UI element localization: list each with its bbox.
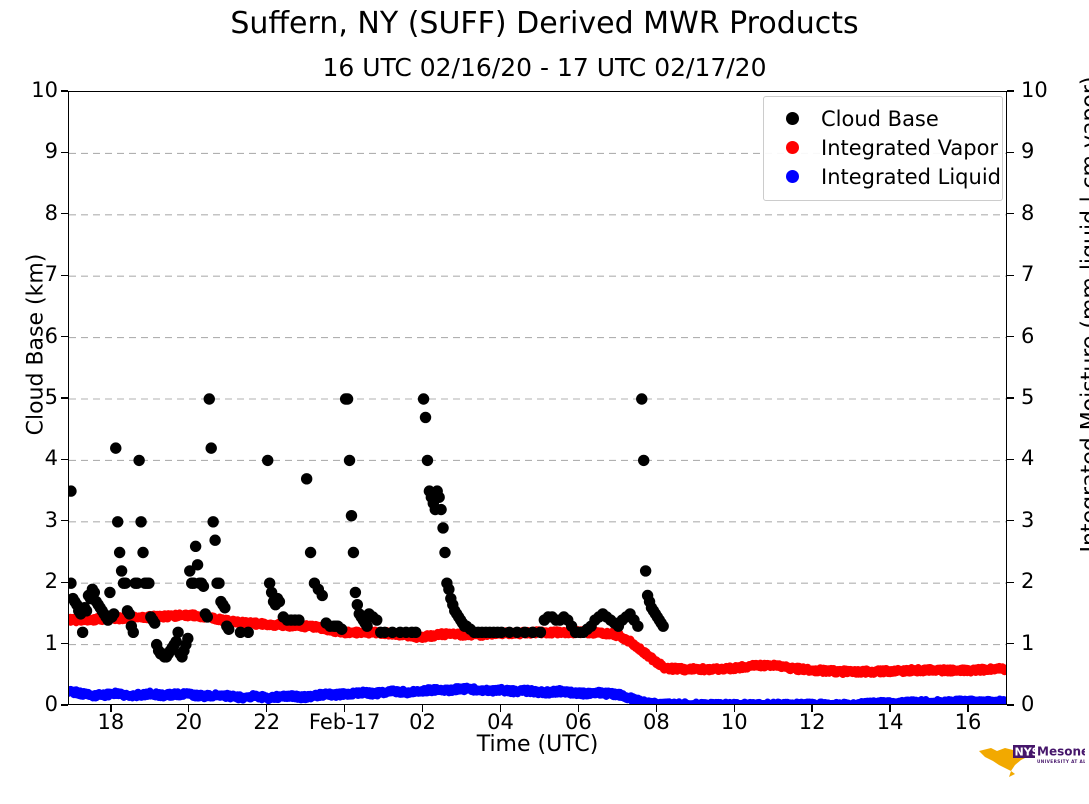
y-tick-label-right-9: 9: [1021, 139, 1035, 164]
plot-canvas: [69, 152, 1006, 704]
y-axis-label-right: Integrated Moisture (mm liquid | cm vapo…: [1077, 76, 1089, 553]
x-tick-label-02: 02: [409, 710, 436, 734]
legend-item-integrated-vapor: Integrated Vapor: [774, 133, 998, 162]
x-tick-mark: [889, 705, 891, 712]
y-tick-mark: [1007, 274, 1014, 276]
series-cloud-base: [69, 393, 669, 663]
x-tick-label-04: 04: [487, 710, 514, 734]
logo-mesonet-text: Mesonet: [1037, 745, 1085, 759]
gridlines: [69, 152, 1006, 646]
x-tick-mark: [421, 705, 424, 712]
y-tick-label-left-6: 6: [44, 323, 58, 348]
chart-legend: Cloud Base Integrated Vapor Integrated L…: [763, 96, 1003, 201]
y-tick-mark: [61, 151, 68, 154]
y-tick-label-right-10: 10: [1021, 78, 1048, 102]
y-tick-mark: [1007, 213, 1014, 215]
y-tick-mark: [1007, 458, 1014, 461]
x-tick-label-10: 10: [720, 710, 748, 734]
y-tick-mark: [61, 335, 68, 338]
series-integrated-liquid: [69, 682, 1006, 704]
chart-subtitle: 16 UTC 02/16/20 - 17 UTC 02/17/20: [322, 53, 767, 82]
y-tick-label-left-8: 8: [44, 200, 58, 225]
x-tick-label-feb-17: Feb-17: [308, 710, 381, 734]
y-tick-label-left-0: 0: [44, 692, 58, 716]
x-axis-label: Time (UTC): [476, 732, 599, 757]
x-tick-mark: [733, 705, 735, 712]
x-tick-label-08: 08: [642, 710, 670, 734]
x-tick-mark: [811, 705, 813, 712]
x-tick-mark: [499, 705, 502, 712]
legend-item-integrated-liquid: Integrated Liquid: [774, 162, 1001, 191]
y-tick-label-right-7: 7: [1021, 262, 1035, 287]
x-tick-mark: [110, 705, 112, 712]
chart-title: Suffern, NY (SUFF) Derived MWR Products: [230, 6, 859, 41]
x-tick-label-22: 22: [253, 710, 281, 734]
y-tick-mark: [61, 520, 68, 522]
y-tick-label-right-1: 1: [1021, 630, 1035, 655]
y-tick-label-left-10: 10: [31, 78, 58, 102]
x-tick-label-14: 14: [876, 710, 904, 734]
x-tick-label-12: 12: [798, 710, 826, 734]
x-tick-mark: [343, 705, 346, 712]
x-tick-label-16: 16: [954, 710, 982, 734]
y-tick-mark: [61, 397, 68, 399]
legend-marker-integrated-liquid: [786, 170, 799, 183]
y-tick-mark: [61, 274, 68, 276]
y-tick-label-right-8: 8: [1021, 200, 1035, 225]
y-tick-mark: [61, 642, 68, 645]
y-tick-label-right-0: 0: [1021, 692, 1035, 716]
x-tick-mark: [577, 705, 580, 712]
y-tick-label-left-9: 9: [44, 139, 58, 164]
legend-label-cloud-base: Cloud Base: [821, 106, 939, 131]
y-tick-label-left-5: 5: [44, 385, 58, 409]
y-tick-mark: [1007, 581, 1014, 583]
y-tick-label-right-3: 3: [1021, 507, 1035, 532]
y-tick-label-left-1: 1: [44, 630, 58, 655]
legend-item-cloud-base: Cloud Base: [774, 104, 992, 133]
y-tick-mark: [1007, 704, 1014, 706]
y-tick-mark: [61, 458, 68, 461]
y-tick-mark: [61, 581, 68, 583]
y-tick-mark: [61, 704, 68, 706]
x-tick-mark: [188, 705, 190, 712]
nys-mesonet-logo: NYS Mesonet UNIVERSITY AT ALBANY: [975, 741, 1089, 781]
x-tick-mark: [266, 705, 268, 712]
y-tick-mark: [1007, 642, 1014, 645]
logo-arrow: [1009, 771, 1015, 777]
y-tick-label-left-3: 3: [44, 507, 58, 532]
x-tick-mark: [967, 705, 969, 712]
legend-label-integrated-liquid: Integrated Liquid: [821, 164, 1001, 189]
y-tick-label-left-4: 4: [44, 446, 58, 471]
plot-area: [68, 91, 1007, 705]
y-tick-label-left-7: 7: [44, 262, 58, 287]
y-tick-mark: [61, 213, 68, 215]
y-tick-mark: [1007, 397, 1014, 399]
logo-tagline-text: UNIVERSITY AT ALBANY: [1037, 759, 1085, 764]
y-tick-label-left-2: 2: [44, 569, 58, 594]
logo-nys-box: [1013, 745, 1035, 758]
y-tick-mark: [61, 90, 68, 92]
x-tick-label-06: 06: [565, 710, 592, 734]
y-tick-label-right-4: 4: [1021, 446, 1035, 471]
y-tick-mark: [1007, 151, 1014, 154]
y-tick-mark: [1007, 335, 1014, 338]
y-tick-label-right-5: 5: [1021, 385, 1035, 409]
logo-svg: NYS Mesonet UNIVERSITY AT ALBANY: [979, 745, 1089, 777]
logo-nys-text: NYS: [1015, 746, 1040, 759]
legend-label-integrated-vapor: Integrated Vapor: [821, 135, 999, 160]
y-tick-mark: [1007, 520, 1014, 522]
legend-marker-integrated-vapor: [786, 141, 799, 154]
x-tick-label-20: 20: [175, 710, 203, 734]
y-tick-label-right-2: 2: [1021, 569, 1035, 594]
y-tick-mark: [1007, 90, 1014, 92]
x-tick-label-18: 18: [97, 710, 125, 734]
x-tick-mark: [655, 705, 658, 712]
y-tick-label-right-6: 6: [1021, 323, 1035, 348]
legend-marker-cloud-base: [786, 112, 799, 125]
